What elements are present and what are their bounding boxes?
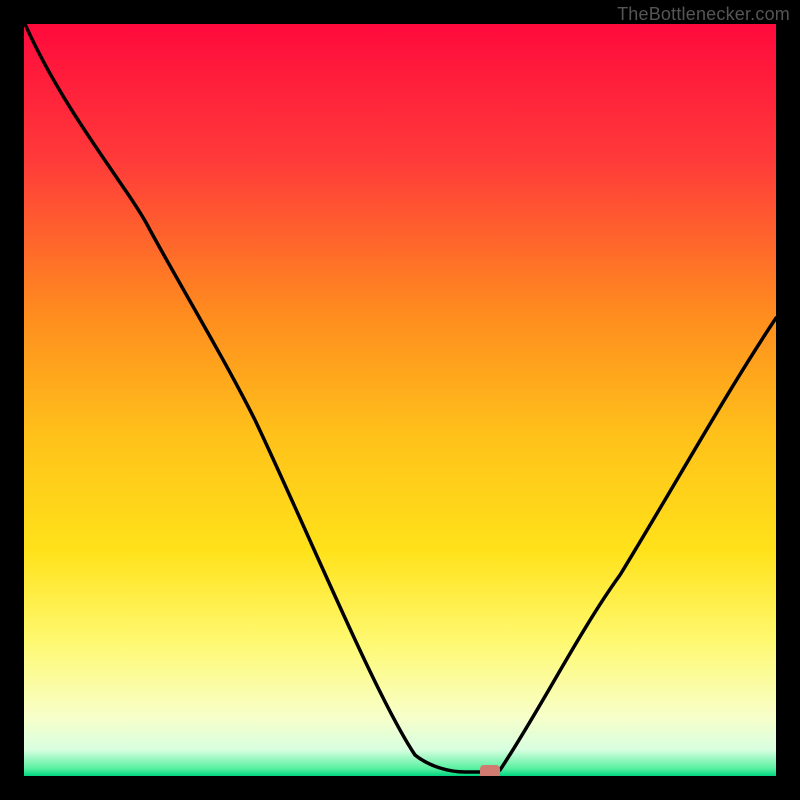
watermark-text: TheBottlenecker.com [617,4,790,25]
bottleneck-chart [0,0,800,800]
gradient-background [24,24,776,776]
chart-container: TheBottlenecker.com [0,0,800,800]
